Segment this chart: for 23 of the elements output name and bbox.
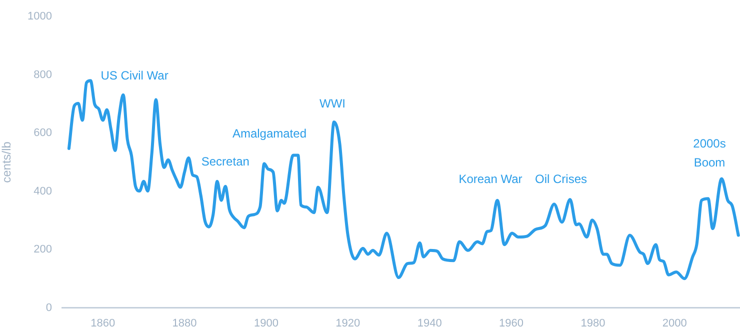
annotation: Secretan: [201, 154, 250, 169]
y-tick-label: 200: [34, 244, 52, 256]
y-tick-label: 400: [34, 185, 52, 198]
x-tick-label: 1980: [580, 317, 606, 330]
y-tick-label: 800: [34, 68, 52, 81]
x-tick-label: 1880: [172, 317, 197, 330]
y-tick-label: 1000: [28, 10, 52, 23]
y-tick-label: 0: [46, 302, 52, 314]
x-tick-label: 1900: [254, 317, 278, 330]
x-tick-label: 1920: [336, 317, 360, 330]
annotation: Korean War: [458, 172, 522, 186]
annotation: Amalgamated: [232, 126, 306, 141]
line-series: [67, 79, 740, 280]
x-tick-label: 1940: [417, 317, 442, 330]
annotation: 2000s Boom: [693, 136, 726, 170]
annotation: WWI: [320, 96, 346, 110]
annotation: US Civil War: [100, 68, 168, 83]
x-tick-label: 1860: [90, 317, 116, 330]
y-tick-label: 600: [34, 127, 52, 140]
x-tick-label: 2000: [662, 317, 687, 330]
annotation: Oil Crises: [535, 172, 588, 186]
x-tick-label: 1960: [499, 317, 524, 330]
y-axis-title: cents/lb: [0, 141, 14, 183]
